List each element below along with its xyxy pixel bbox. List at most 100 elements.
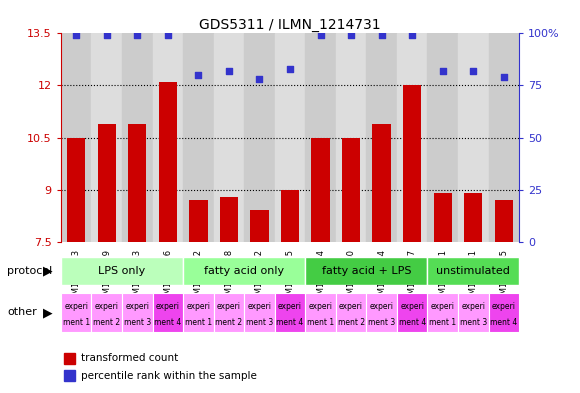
Text: other: other bbox=[7, 307, 37, 318]
Text: experi: experi bbox=[125, 302, 149, 311]
Bar bbox=[153, 293, 183, 332]
Text: ▶: ▶ bbox=[43, 306, 52, 319]
Bar bbox=[427, 257, 519, 285]
Text: experi: experi bbox=[339, 302, 363, 311]
Text: experi: experi bbox=[248, 302, 271, 311]
Bar bbox=[495, 200, 513, 242]
Bar bbox=[275, 293, 305, 332]
Text: experi: experi bbox=[156, 302, 180, 311]
Bar bbox=[97, 124, 116, 242]
Text: ment 1: ment 1 bbox=[307, 318, 334, 327]
Text: experi: experi bbox=[400, 302, 424, 311]
Bar bbox=[183, 293, 213, 332]
Point bbox=[133, 32, 142, 39]
Bar bbox=[367, 33, 397, 242]
Bar bbox=[281, 189, 299, 242]
Bar bbox=[122, 33, 153, 242]
Bar bbox=[336, 293, 367, 332]
Text: ment 4: ment 4 bbox=[277, 318, 303, 327]
Text: fatty acid + LPS: fatty acid + LPS bbox=[322, 266, 411, 276]
Bar bbox=[244, 293, 275, 332]
Text: ment 4: ment 4 bbox=[154, 318, 182, 327]
Bar bbox=[336, 33, 367, 242]
Text: ment 1: ment 1 bbox=[429, 318, 456, 327]
Bar bbox=[92, 293, 122, 332]
Text: LPS only: LPS only bbox=[99, 266, 146, 276]
Point bbox=[346, 32, 356, 39]
Text: unstimulated: unstimulated bbox=[436, 266, 510, 276]
Bar bbox=[159, 82, 177, 242]
Point bbox=[102, 32, 111, 39]
Bar bbox=[153, 33, 183, 242]
Point bbox=[285, 66, 295, 72]
Bar bbox=[213, 293, 244, 332]
Text: GDS5311 / ILMN_1214731: GDS5311 / ILMN_1214731 bbox=[199, 18, 381, 32]
Bar bbox=[67, 138, 85, 242]
Text: ment 2: ment 2 bbox=[215, 318, 242, 327]
Point bbox=[408, 32, 417, 39]
Bar bbox=[189, 200, 208, 242]
Bar bbox=[128, 124, 146, 242]
Text: percentile rank within the sample: percentile rank within the sample bbox=[81, 371, 256, 381]
Text: ment 3: ment 3 bbox=[124, 318, 151, 327]
Bar bbox=[434, 193, 452, 242]
Bar bbox=[220, 196, 238, 242]
Bar bbox=[403, 85, 421, 242]
Bar bbox=[305, 33, 336, 242]
Bar bbox=[183, 257, 305, 285]
Text: experi: experi bbox=[64, 302, 88, 311]
Bar bbox=[244, 33, 275, 242]
Bar bbox=[305, 293, 336, 332]
Point bbox=[438, 68, 447, 74]
Text: protocol: protocol bbox=[7, 266, 52, 276]
Bar bbox=[61, 257, 183, 285]
Bar bbox=[92, 33, 122, 242]
Point bbox=[316, 32, 325, 39]
Text: ment 3: ment 3 bbox=[368, 318, 395, 327]
Bar bbox=[311, 138, 329, 242]
Text: ment 1: ment 1 bbox=[63, 318, 90, 327]
Bar bbox=[213, 33, 244, 242]
Bar bbox=[464, 193, 483, 242]
Bar bbox=[367, 293, 397, 332]
Bar bbox=[275, 33, 305, 242]
Bar bbox=[305, 257, 427, 285]
Point bbox=[71, 32, 81, 39]
Text: ment 2: ment 2 bbox=[338, 318, 365, 327]
Point bbox=[163, 32, 172, 39]
Point bbox=[255, 76, 264, 83]
Text: experi: experi bbox=[95, 302, 119, 311]
Bar bbox=[64, 370, 75, 381]
Text: ment 4: ment 4 bbox=[398, 318, 426, 327]
Bar bbox=[61, 33, 92, 242]
Text: experi: experi bbox=[309, 302, 332, 311]
Text: experi: experi bbox=[217, 302, 241, 311]
Bar bbox=[64, 353, 75, 364]
Text: experi: experi bbox=[431, 302, 455, 311]
Point bbox=[194, 72, 203, 78]
Bar bbox=[61, 293, 92, 332]
Text: ment 3: ment 3 bbox=[246, 318, 273, 327]
Text: experi: experi bbox=[186, 302, 211, 311]
Bar bbox=[488, 293, 519, 332]
Point bbox=[469, 68, 478, 74]
Text: experi: experi bbox=[461, 302, 485, 311]
Point bbox=[224, 68, 234, 74]
Text: experi: experi bbox=[369, 302, 394, 311]
Bar bbox=[397, 33, 427, 242]
Text: experi: experi bbox=[278, 302, 302, 311]
Bar bbox=[427, 33, 458, 242]
Bar bbox=[372, 124, 391, 242]
Bar bbox=[342, 138, 360, 242]
Text: ment 3: ment 3 bbox=[460, 318, 487, 327]
Bar bbox=[427, 293, 458, 332]
Bar bbox=[458, 293, 488, 332]
Text: fatty acid only: fatty acid only bbox=[204, 266, 284, 276]
Text: transformed count: transformed count bbox=[81, 353, 178, 363]
Text: experi: experi bbox=[492, 302, 516, 311]
Text: ment 4: ment 4 bbox=[490, 318, 517, 327]
Bar bbox=[488, 33, 519, 242]
Text: ment 2: ment 2 bbox=[93, 318, 120, 327]
Bar bbox=[397, 293, 427, 332]
Bar bbox=[122, 293, 153, 332]
